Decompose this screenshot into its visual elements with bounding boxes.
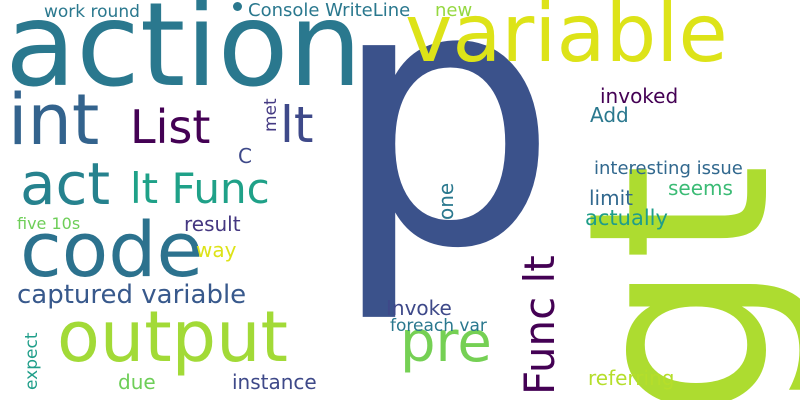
- word-one: one: [434, 182, 458, 220]
- word-pre: pre: [400, 310, 492, 375]
- word-invoked: invoked: [600, 84, 679, 108]
- word-variable: variable: [405, 0, 728, 80]
- word-expect: expect: [22, 332, 42, 390]
- word-List: List: [130, 100, 211, 154]
- word-seems: seems: [668, 176, 733, 200]
- word-interesting-issue: interesting issue: [594, 158, 743, 179]
- word-p: p: [330, 0, 559, 327]
- word-work-round: work round: [44, 2, 140, 22]
- word-way: way: [196, 238, 237, 262]
- word-c: C: [238, 144, 252, 168]
- word-add: Add: [590, 103, 629, 127]
- word-dot: [233, 2, 242, 11]
- word-due: due: [118, 370, 156, 394]
- word-func-lt: Func lt: [515, 255, 564, 395]
- word-output: output: [57, 296, 288, 378]
- word-lt: lt: [280, 96, 314, 154]
- word-action: action: [5, 0, 363, 113]
- word-foreach-var: foreach var: [390, 316, 487, 336]
- word-int: int: [8, 79, 100, 161]
- word-console-writeline: Console WriteLine: [248, 0, 411, 21]
- word-act: act: [20, 150, 111, 218]
- word-code: code: [20, 205, 204, 294]
- word-five-10s: five 10s: [17, 214, 81, 233]
- word-result: result: [184, 212, 241, 236]
- word-instance: instance: [232, 370, 317, 394]
- word-new: new: [435, 0, 473, 21]
- word-met: met: [261, 98, 281, 132]
- word-actually: actually: [585, 206, 668, 230]
- word-limit: limit: [589, 186, 633, 210]
- word-lt-func: lt Func: [130, 164, 270, 213]
- word-referring: referring: [588, 366, 675, 390]
- word-invoke: Invoke: [386, 296, 452, 320]
- word-captured-variable: captured variable: [17, 280, 247, 310]
